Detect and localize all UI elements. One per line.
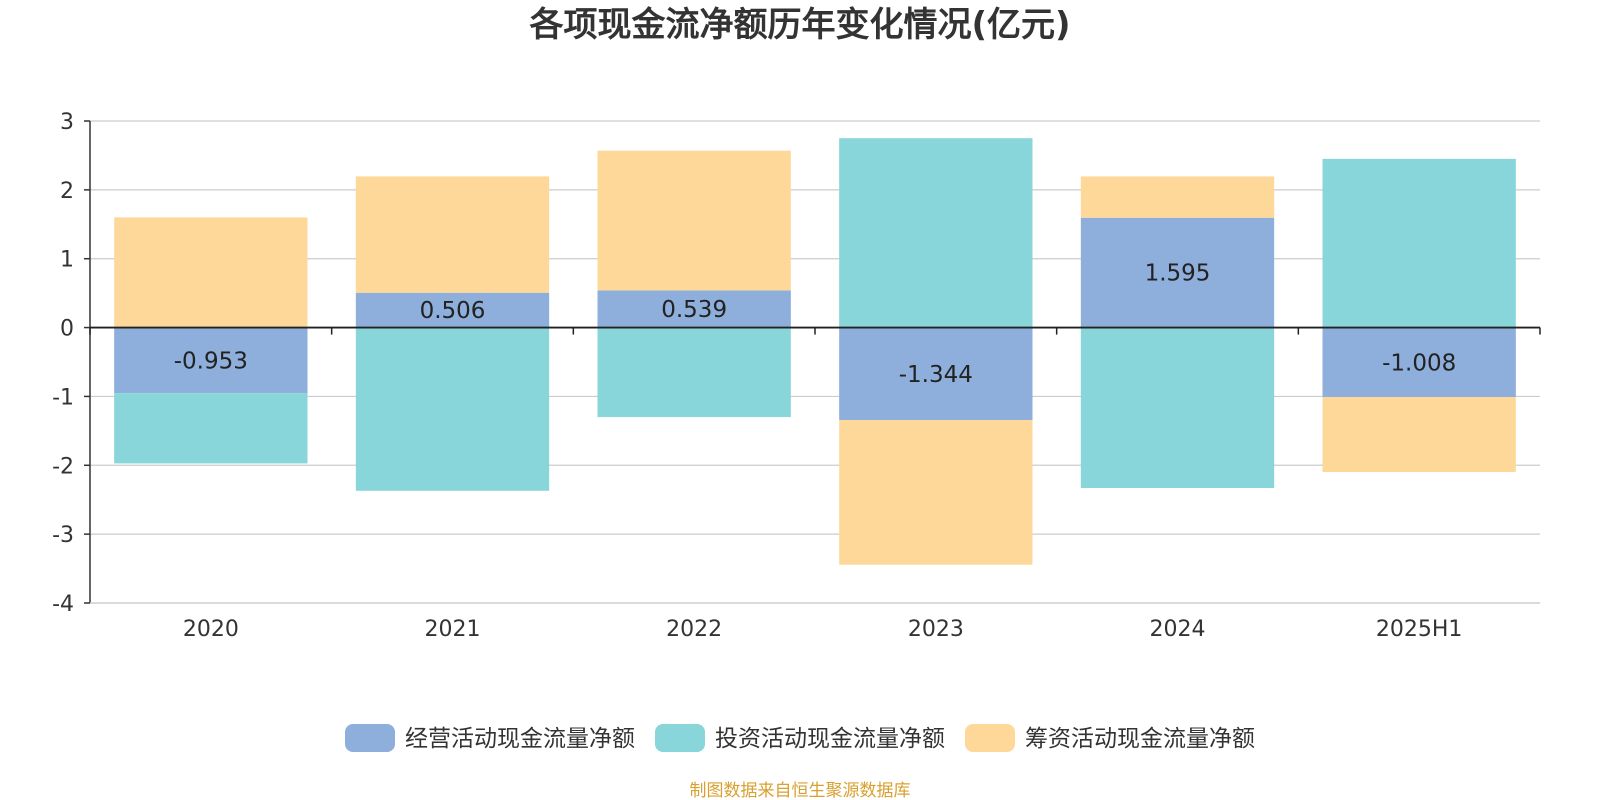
y-tick-label: 0 — [60, 317, 74, 342]
legend-swatch — [655, 724, 705, 752]
bar-2020-series-1 — [114, 327, 308, 394]
y-tick-label: -3 — [52, 523, 74, 548]
x-tick-label: 2020 — [183, 617, 239, 642]
bar-2021-series-3 — [355, 176, 550, 293]
bar-2023-series-2 — [839, 138, 1033, 328]
legend: 经营活动现金流量净额 投资活动现金流量净额 筹资活动现金流量净额 — [345, 724, 1255, 752]
bar-2022-series-1 — [597, 290, 791, 328]
legend-label: 经营活动现金流量净额 — [405, 726, 635, 752]
data-label-2025H1: -1.008 — [1382, 350, 1456, 376]
legend-swatch — [345, 724, 395, 752]
bar-2023-series-3 — [839, 420, 1033, 565]
bar-2024-series-3 — [1080, 176, 1275, 218]
data-label-2020: -0.953 — [174, 348, 248, 374]
y-tick-label: -4 — [52, 592, 74, 617]
x-tick-label: 2025H1 — [1376, 617, 1463, 642]
data-label-2022: 0.539 — [661, 297, 727, 323]
bar-2025H1-series-2 — [1322, 158, 1516, 328]
bar-2024-series-1 — [1080, 217, 1275, 328]
bar-2022-series-3 — [597, 150, 791, 291]
bar-2021-series-1 — [355, 292, 550, 328]
y-tick-label: -2 — [52, 454, 74, 479]
x-tick-label: 2024 — [1150, 617, 1206, 642]
bars — [114, 138, 1516, 565]
data-labels: -0.953 0.506 0.539 -1.344 1.595 -1.008 — [174, 261, 1456, 388]
chart-title: 各项现金流净额历年变化情况(亿元) — [529, 5, 1070, 45]
legend-item[interactable]: 经营活动现金流量净额 — [345, 724, 635, 752]
data-label-2021: 0.506 — [420, 298, 486, 324]
axes: 3 2 1 0 -1 -2 -3 -4 2020 2021 2022 2023 2024 2025H1 — [52, 110, 1541, 642]
data-label-2023: -1.344 — [899, 362, 973, 388]
bar-2025H1-series-3 — [1322, 396, 1516, 473]
bar-2025H1-series-1 — [1322, 327, 1516, 397]
bar-2020-series-2 — [114, 393, 308, 464]
data-label-2024: 1.595 — [1145, 261, 1211, 287]
legend-label: 投资活动现金流量净额 — [715, 726, 945, 752]
legend-swatch — [965, 724, 1015, 752]
x-tick-label: 2023 — [908, 617, 964, 642]
bar-2021-series-2 — [355, 327, 550, 491]
bar-2023-series-1 — [839, 327, 1033, 421]
bar-2024-series-2 — [1080, 327, 1275, 489]
legend-item[interactable]: 投资活动现金流量净额 — [655, 724, 945, 752]
y-tick-label: -1 — [52, 385, 74, 410]
legend-item[interactable]: 筹资活动现金流量净额 — [965, 724, 1255, 752]
y-tick-label: 3 — [60, 110, 74, 135]
x-tick-label: 2021 — [425, 617, 481, 642]
y-tick-label: 1 — [60, 248, 74, 273]
y-tick-label: 2 — [60, 179, 74, 204]
source-note: 制图数据来自恒生聚源数据库 — [690, 781, 911, 800]
legend-label: 筹资活动现金流量净额 — [1025, 726, 1255, 752]
bar-2022-series-2 — [597, 327, 791, 418]
x-tick-label: 2022 — [666, 617, 722, 642]
bar-2020-series-3 — [114, 217, 308, 328]
